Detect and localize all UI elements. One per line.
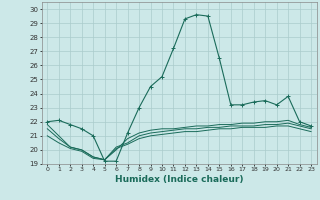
X-axis label: Humidex (Indice chaleur): Humidex (Indice chaleur) [115,175,244,184]
